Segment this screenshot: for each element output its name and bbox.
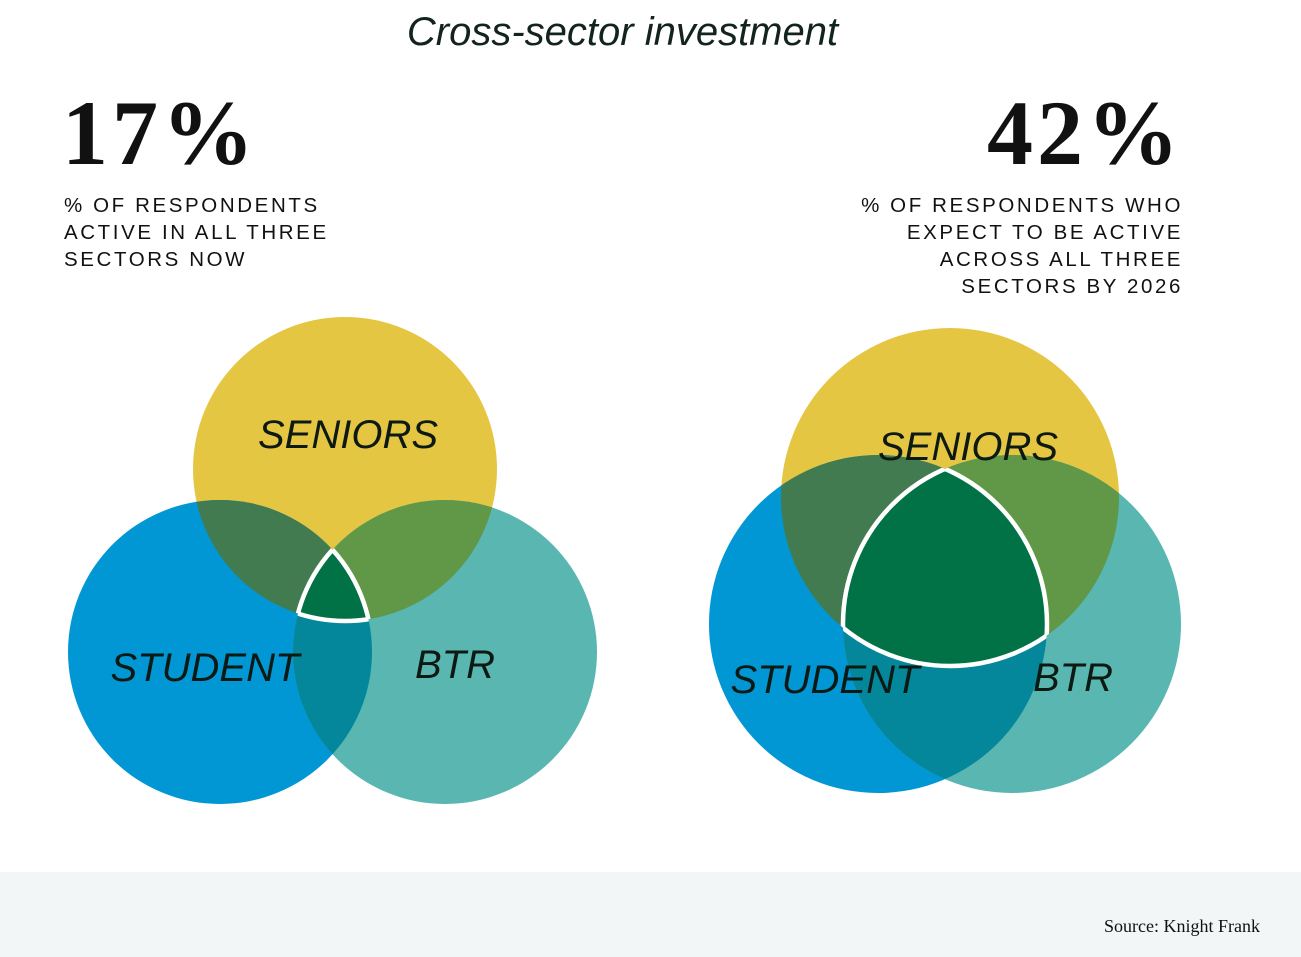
all-three-outline bbox=[843, 455, 1047, 669]
seniors-student-overlap bbox=[193, 500, 372, 621]
caption-line: % of respondents bbox=[64, 194, 320, 217]
caption-line: active in all three bbox=[64, 221, 329, 244]
btr-label: BTR bbox=[1033, 656, 1113, 700]
right-venn: SENIORS STUDENT BTR bbox=[709, 328, 1181, 793]
caption-line: sectors now bbox=[64, 248, 248, 271]
all-three-outline bbox=[843, 455, 1050, 666]
seniors-label: SENIORS bbox=[258, 413, 438, 457]
caption-line: sectors by 2026 bbox=[961, 275, 1183, 298]
right-stat: 42% bbox=[987, 82, 1183, 184]
btr-label: BTR bbox=[415, 643, 495, 687]
left-venn: SENIORS STUDENT BTR bbox=[68, 317, 597, 804]
right-caption: % of respondents who expect to be active… bbox=[861, 192, 1183, 300]
all-three-outline bbox=[840, 455, 1047, 666]
source-note: Source: Knight Frank bbox=[1104, 916, 1260, 936]
page-title: Cross-sector investment bbox=[406, 10, 839, 54]
footer: Source: Knight Frank bbox=[0, 872, 1301, 957]
seniors-label: SENIORS bbox=[878, 425, 1058, 469]
caption-line: % of respondents who bbox=[861, 194, 1183, 217]
caption-line: across all three bbox=[939, 248, 1183, 271]
caption-line: expect to be active bbox=[906, 221, 1183, 244]
left-stat: 17% bbox=[62, 82, 258, 184]
student-label: STUDENT bbox=[731, 658, 922, 702]
student-label: STUDENT bbox=[111, 646, 302, 690]
left-caption: % of respondents active in all three sec… bbox=[64, 192, 329, 273]
seniors-btr-overlap bbox=[293, 500, 497, 621]
all-three-outline bbox=[293, 500, 372, 624]
all-three-overlap bbox=[843, 455, 1047, 666]
